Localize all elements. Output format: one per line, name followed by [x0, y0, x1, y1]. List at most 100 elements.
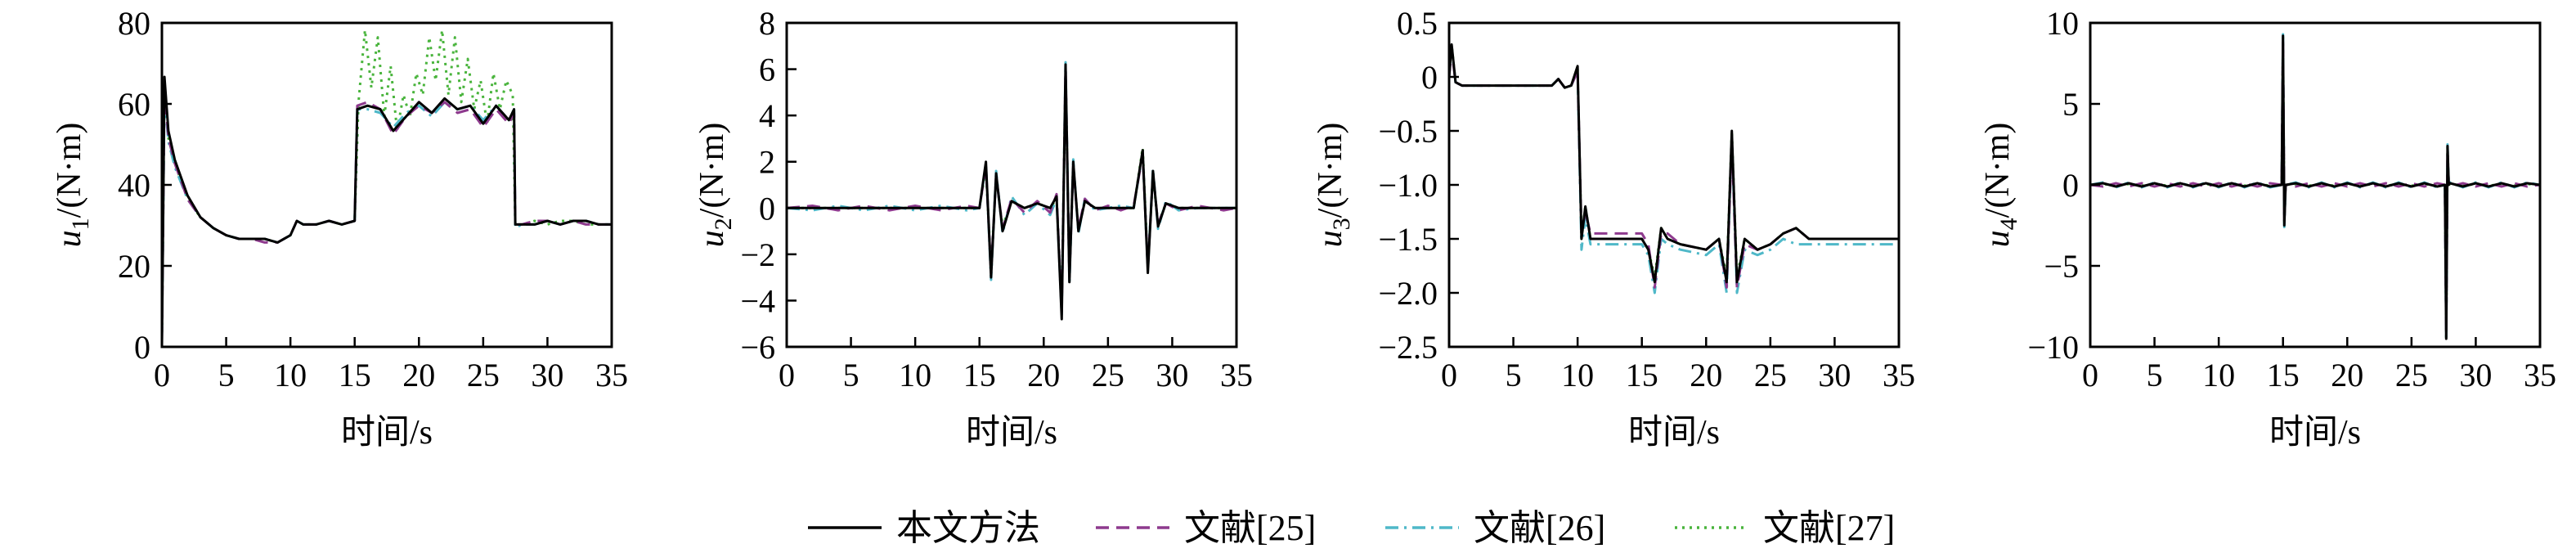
x-tick-label: 10 — [2202, 357, 2235, 393]
x-tick-label: 35 — [1220, 357, 1253, 393]
y-tick-label: 0 — [1421, 59, 1438, 96]
x-tick-label: 10 — [899, 357, 931, 393]
x-tick-label: 5 — [1506, 357, 1522, 393]
y-tick-label: 10 — [2046, 5, 2079, 42]
x-tick-label: 15 — [1626, 357, 1658, 393]
y-tick-label: 60 — [118, 86, 150, 123]
y-tick-label: 0 — [134, 329, 150, 366]
x-tick-label: 30 — [1156, 357, 1188, 393]
y-axis-unit: /(N·m) — [1979, 123, 2017, 218]
x-tick-label: 15 — [339, 357, 371, 393]
x-tick-label: 0 — [1441, 357, 1457, 393]
y-tick-label: −0.5 — [1378, 113, 1438, 150]
plot-frame — [160, 21, 613, 348]
y-tick-label: 4 — [759, 97, 775, 134]
x-tick-label: 10 — [274, 357, 307, 393]
y-tick-label: −4 — [740, 282, 775, 319]
series-line-1 — [787, 63, 1236, 321]
series-line-4 — [2090, 36, 2540, 339]
x-tick-label: 20 — [402, 357, 435, 393]
x-tick-label: 25 — [467, 357, 500, 393]
x-tick-label: 10 — [1561, 357, 1594, 393]
x-tick-label: 35 — [2524, 357, 2556, 393]
series-group — [1449, 43, 1899, 294]
y-tick-label: −2.5 — [1378, 329, 1438, 366]
y-tick-label: −1.0 — [1378, 167, 1438, 204]
plot-frame — [1447, 21, 1901, 348]
y-tick-label: 20 — [118, 248, 150, 285]
x-tick-label: 0 — [779, 357, 795, 393]
y-axis-subscript: 2 — [710, 218, 737, 230]
chart-panel-4: 0 5 10 15 20 25 30 35 −10 −5 0 5 10 时间/s u4/(N·m) — [1979, 5, 2556, 452]
x-tick-label: 20 — [1690, 357, 1722, 393]
y-tick-label: 40 — [118, 167, 150, 204]
x-tick-label: 0 — [154, 357, 170, 393]
y-tick-label: 0 — [759, 190, 775, 227]
x-tick-label: 35 — [595, 357, 628, 393]
legend-label: 文献[27] — [1763, 508, 1895, 548]
y-tick-label: 2 — [759, 144, 775, 181]
series-line-3 — [2090, 33, 2540, 342]
x-tick-label: 5 — [218, 357, 235, 393]
y-axis-subscript: 3 — [1328, 218, 1355, 230]
x-tick-label: 5 — [843, 357, 859, 393]
y-axis-variable: u — [1979, 230, 2017, 247]
legend-label: 本文方法 — [896, 508, 1040, 548]
series-line-2 — [787, 68, 1236, 314]
series-line-1 — [162, 75, 612, 347]
x-tick-label: 20 — [1027, 357, 1060, 393]
y-tick-label: −2 — [740, 236, 775, 273]
x-tick-label: 30 — [1818, 357, 1851, 393]
x-tick-label: 25 — [2395, 357, 2428, 393]
legend: 本文方法 文献[25] 文献[26] 文献[27] — [808, 508, 1895, 548]
x-tick-label: 15 — [963, 357, 996, 393]
x-tick-label: 30 — [2459, 357, 2492, 393]
x-tick-label: 5 — [2147, 357, 2163, 393]
plot-frame — [785, 21, 1238, 348]
y-tick-label: −1.5 — [1378, 221, 1438, 258]
y-tick-label: 80 — [118, 5, 150, 42]
series-group — [162, 29, 612, 347]
y-axis-subscript: 1 — [67, 218, 94, 230]
y-axis-subscript: 4 — [1995, 218, 2022, 230]
series-line-3 — [162, 93, 612, 336]
legend-label: 文献[25] — [1184, 508, 1316, 548]
y-tick-label: 0.5 — [1397, 5, 1438, 42]
chart-panel-1: 0 5 10 15 20 25 30 35 0 20 40 60 80 时间/s u1/(N·m) — [51, 5, 628, 452]
legend-item-1: 本文方法 — [808, 508, 1040, 548]
y-tick-label: 5 — [2062, 86, 2079, 123]
y-axis-unit: /(N·m) — [693, 123, 731, 218]
series-line-3 — [787, 61, 1236, 316]
series-line-2 — [162, 86, 612, 340]
legend-item-3: 文献[26] — [1385, 508, 1605, 548]
x-tick-label: 35 — [1883, 357, 1915, 393]
y-axis-title: u3/(N·m) — [1312, 123, 1355, 248]
x-axis-title: 时间/s — [2269, 414, 2361, 452]
y-tick-label: 6 — [759, 52, 775, 88]
y-tick-label: −10 — [2027, 329, 2079, 366]
y-axis-title: u2/(N·m) — [693, 123, 737, 248]
series-line-4 — [162, 29, 612, 340]
y-tick-label: −5 — [2044, 248, 2079, 285]
series-line-4 — [787, 72, 1236, 307]
series-line-2 — [2090, 38, 2540, 335]
legend-item-4: 文献[27] — [1675, 508, 1895, 548]
y-tick-label: −6 — [740, 329, 775, 366]
y-axis-title: u1/(N·m) — [51, 123, 94, 248]
series-line-1 — [2090, 34, 2540, 340]
y-axis-title: u4/(N·m) — [1979, 123, 2022, 248]
x-tick-label: 20 — [2331, 357, 2363, 393]
x-axis-title: 时间/s — [966, 414, 1057, 452]
y-tick-label: 0 — [2062, 167, 2079, 204]
x-tick-label: 15 — [2267, 357, 2300, 393]
y-tick-label: 8 — [759, 5, 775, 42]
legend-label: 文献[26] — [1474, 508, 1605, 548]
chart-panel-3: 0 5 10 15 20 25 30 35 −2.5 −2.0 −1.5 −1.0 −0.5 0 0.5 时间… — [1312, 5, 1915, 452]
y-axis-unit: /(N·m) — [1312, 123, 1349, 218]
legend-item-2: 文献[25] — [1096, 508, 1316, 548]
y-axis-variable: u — [51, 230, 88, 247]
series-line-1 — [1449, 43, 1899, 284]
